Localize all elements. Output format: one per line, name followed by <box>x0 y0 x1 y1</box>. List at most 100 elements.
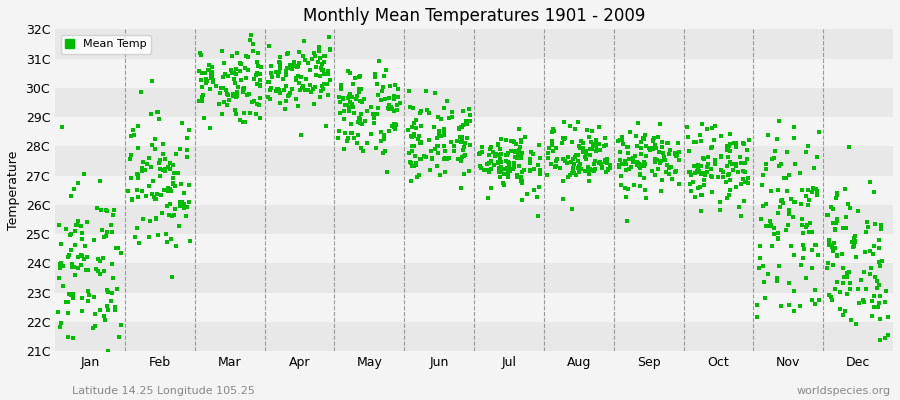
Point <box>134 89 148 95</box>
Point <box>196 69 211 76</box>
Point <box>510 172 525 178</box>
Point <box>631 120 645 126</box>
Point <box>174 181 188 187</box>
Point <box>230 50 245 56</box>
Point <box>862 271 877 277</box>
Point <box>695 121 709 127</box>
Point <box>843 285 858 292</box>
Point <box>737 198 751 204</box>
Point <box>838 308 852 314</box>
Point <box>86 324 101 331</box>
Point <box>690 168 705 175</box>
Point <box>77 171 92 177</box>
Point <box>67 186 81 192</box>
Point <box>300 87 314 93</box>
Point <box>372 58 386 64</box>
Point <box>584 139 598 145</box>
Point <box>307 101 321 108</box>
Point <box>279 50 293 57</box>
Point <box>788 288 802 294</box>
Point <box>343 91 357 97</box>
Point <box>351 89 365 96</box>
Point <box>580 127 595 133</box>
Point <box>345 101 359 108</box>
Point <box>342 104 356 110</box>
Point <box>695 192 709 199</box>
Point <box>869 278 884 284</box>
Point <box>201 67 215 74</box>
Point <box>150 191 165 198</box>
Point <box>374 129 389 136</box>
Point <box>619 166 634 173</box>
Point <box>180 135 194 141</box>
Point <box>462 106 476 112</box>
Point <box>151 160 166 166</box>
Point <box>807 301 822 308</box>
Point <box>333 98 347 105</box>
Point <box>230 84 245 90</box>
Point <box>663 163 678 170</box>
Point <box>442 115 456 122</box>
Point <box>238 86 252 92</box>
Point <box>454 185 468 192</box>
Point <box>733 154 747 161</box>
Point <box>792 302 806 309</box>
Point <box>280 65 294 72</box>
Point <box>863 179 878 185</box>
Point <box>350 140 365 146</box>
Point <box>183 238 197 244</box>
Point <box>582 167 597 174</box>
Point <box>382 106 396 112</box>
Point <box>354 110 368 117</box>
Point <box>182 199 196 206</box>
Point <box>770 136 785 142</box>
Point <box>777 175 791 181</box>
Point <box>429 163 444 170</box>
Point <box>856 268 870 275</box>
Point <box>464 142 478 148</box>
Point <box>130 145 145 152</box>
Point <box>670 140 685 146</box>
Point <box>374 88 389 94</box>
Bar <box>55 176 893 205</box>
Point <box>786 214 800 220</box>
Point <box>705 173 719 180</box>
Point <box>500 152 515 158</box>
Point <box>782 302 796 308</box>
Point <box>158 168 172 174</box>
Point <box>771 263 786 270</box>
Point <box>273 65 287 72</box>
Point <box>251 102 266 108</box>
Point <box>123 174 138 181</box>
Point <box>671 157 686 163</box>
Point <box>123 132 138 139</box>
Point <box>93 258 107 264</box>
Point <box>346 130 360 136</box>
Point <box>842 269 857 276</box>
Point <box>637 135 652 142</box>
Point <box>598 159 612 165</box>
Point <box>386 108 400 114</box>
Point <box>148 196 162 202</box>
Point <box>598 157 612 163</box>
Point <box>237 110 251 116</box>
Point <box>253 82 267 89</box>
Point <box>645 137 660 144</box>
Point <box>688 194 702 200</box>
Point <box>437 128 452 134</box>
Point <box>89 266 104 272</box>
Bar <box>55 117 893 146</box>
Point <box>86 293 101 300</box>
Point <box>497 171 511 178</box>
Point <box>547 164 562 170</box>
Point <box>195 84 210 91</box>
Point <box>298 76 312 82</box>
Point <box>798 275 813 282</box>
Point <box>654 188 669 195</box>
Point <box>692 168 706 175</box>
Point <box>446 148 461 154</box>
Point <box>644 147 658 153</box>
Point <box>251 63 266 70</box>
Point <box>197 70 211 76</box>
Point <box>589 143 603 149</box>
